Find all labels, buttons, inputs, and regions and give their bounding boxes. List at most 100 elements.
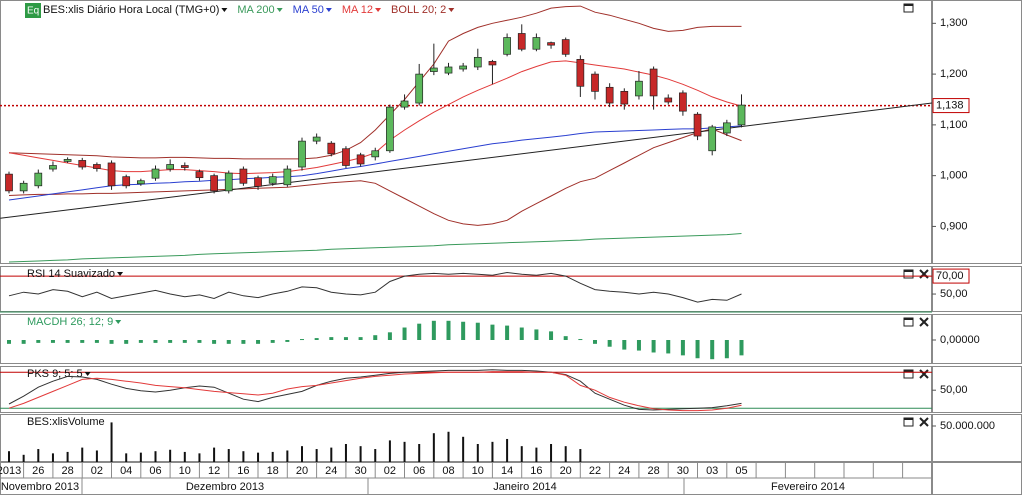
panel-title: RSI 14 Suavizado — [27, 268, 115, 280]
bar — [270, 340, 275, 343]
x-tick-label: 2013 — [0, 465, 21, 477]
panel — [0, 366, 932, 413]
bar — [563, 336, 568, 340]
bar — [564, 446, 567, 462]
x-tick-label: 26 — [32, 465, 44, 477]
bar — [286, 450, 289, 462]
indicator-line — [8, 271, 742, 303]
candle-body — [664, 97, 673, 103]
x-tick-label: 16 — [530, 465, 542, 477]
candle-body — [312, 136, 321, 142]
x-tick-label: 28 — [647, 465, 659, 477]
bar — [593, 340, 597, 344]
bar — [329, 337, 334, 340]
candle-body — [224, 172, 233, 192]
candle-body — [386, 106, 394, 152]
axis-corner — [932, 462, 1022, 495]
close-icon — [919, 317, 929, 327]
candle-body — [210, 175, 218, 192]
panel-title: BES:xlisVolume — [27, 416, 105, 428]
dropdown-arrow — [276, 8, 283, 12]
bar — [285, 340, 290, 342]
month-label: Novembro 2013 — [1, 481, 79, 493]
month-label: Fevereiro 2014 — [771, 481, 845, 493]
level-label: 1,138 — [936, 99, 964, 111]
bar — [402, 327, 407, 340]
x-tick-label: 06 — [149, 465, 161, 477]
candle-body — [78, 160, 87, 168]
panel-title: MACDH 26; 12; 9 — [27, 316, 113, 328]
bar — [95, 450, 98, 462]
bar — [21, 340, 26, 344]
bar — [519, 327, 524, 340]
bar — [710, 340, 715, 360]
candle-body — [400, 100, 409, 108]
bar — [301, 446, 303, 462]
bar — [110, 422, 113, 462]
x-tick-label: 10 — [179, 465, 191, 477]
candle-body — [356, 154, 365, 165]
dropdown-arrow — [84, 372, 91, 376]
close-icon — [919, 417, 929, 427]
bar — [359, 446, 362, 462]
indicator-line — [8, 369, 742, 411]
bar — [256, 340, 261, 344]
x-tick-label: 16 — [237, 465, 249, 477]
bar — [695, 340, 700, 359]
bar — [169, 449, 172, 462]
panel — [0, 414, 932, 462]
bar — [491, 441, 494, 462]
candle-body — [459, 65, 467, 70]
candle-body — [708, 126, 717, 152]
candle-body — [722, 122, 731, 134]
candle-body — [107, 162, 116, 187]
bar — [505, 325, 510, 340]
candle-body — [415, 73, 424, 104]
bar — [462, 436, 465, 462]
bar — [81, 447, 84, 462]
candle-body — [547, 42, 555, 46]
dropdown-arrow — [221, 8, 228, 12]
bar — [622, 340, 627, 350]
x-tick-label: 05 — [735, 465, 747, 477]
bar — [343, 337, 348, 340]
y-tick-label: 1,300 — [940, 17, 968, 29]
candle-body — [488, 61, 497, 66]
candle-body — [635, 80, 643, 97]
badge — [25, 3, 41, 18]
level-label-box — [932, 268, 970, 284]
panel — [0, 0, 932, 264]
bar — [124, 340, 129, 344]
bar — [418, 444, 421, 462]
indicator-line — [8, 371, 742, 412]
bar — [227, 449, 230, 462]
bar — [490, 324, 495, 340]
bar — [535, 447, 538, 462]
badge-label: Eq — [27, 6, 39, 17]
dropdown-arrow — [325, 8, 332, 12]
candle-body — [693, 113, 702, 137]
bar — [94, 340, 99, 343]
candle-body — [5, 173, 13, 192]
candle-body — [19, 182, 28, 192]
bar — [36, 340, 41, 343]
bar — [534, 329, 539, 340]
candle-body — [649, 68, 658, 97]
bar — [739, 340, 744, 356]
bar — [461, 321, 466, 340]
bar — [636, 340, 641, 351]
bollinger-band — [8, 128, 742, 226]
bar — [198, 453, 201, 462]
x-tick-label: 02 — [91, 465, 103, 477]
x-tick-label: 12 — [208, 465, 220, 477]
bar — [168, 340, 173, 343]
candle-body — [576, 59, 585, 87]
bar — [50, 340, 55, 343]
x-tick-label: 24 — [618, 465, 630, 477]
candle-body — [49, 165, 57, 170]
candle-body — [239, 168, 248, 184]
bar — [475, 322, 480, 340]
bar — [7, 340, 11, 344]
